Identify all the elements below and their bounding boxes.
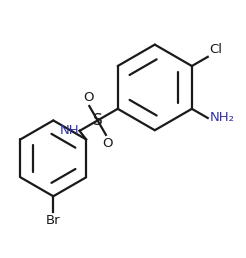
Text: NH: NH — [60, 124, 79, 137]
Text: Cl: Cl — [210, 43, 223, 56]
Text: O: O — [102, 137, 112, 150]
Text: S: S — [93, 113, 103, 128]
Text: NH₂: NH₂ — [210, 111, 235, 125]
Text: O: O — [83, 91, 93, 104]
Text: Br: Br — [46, 214, 61, 227]
